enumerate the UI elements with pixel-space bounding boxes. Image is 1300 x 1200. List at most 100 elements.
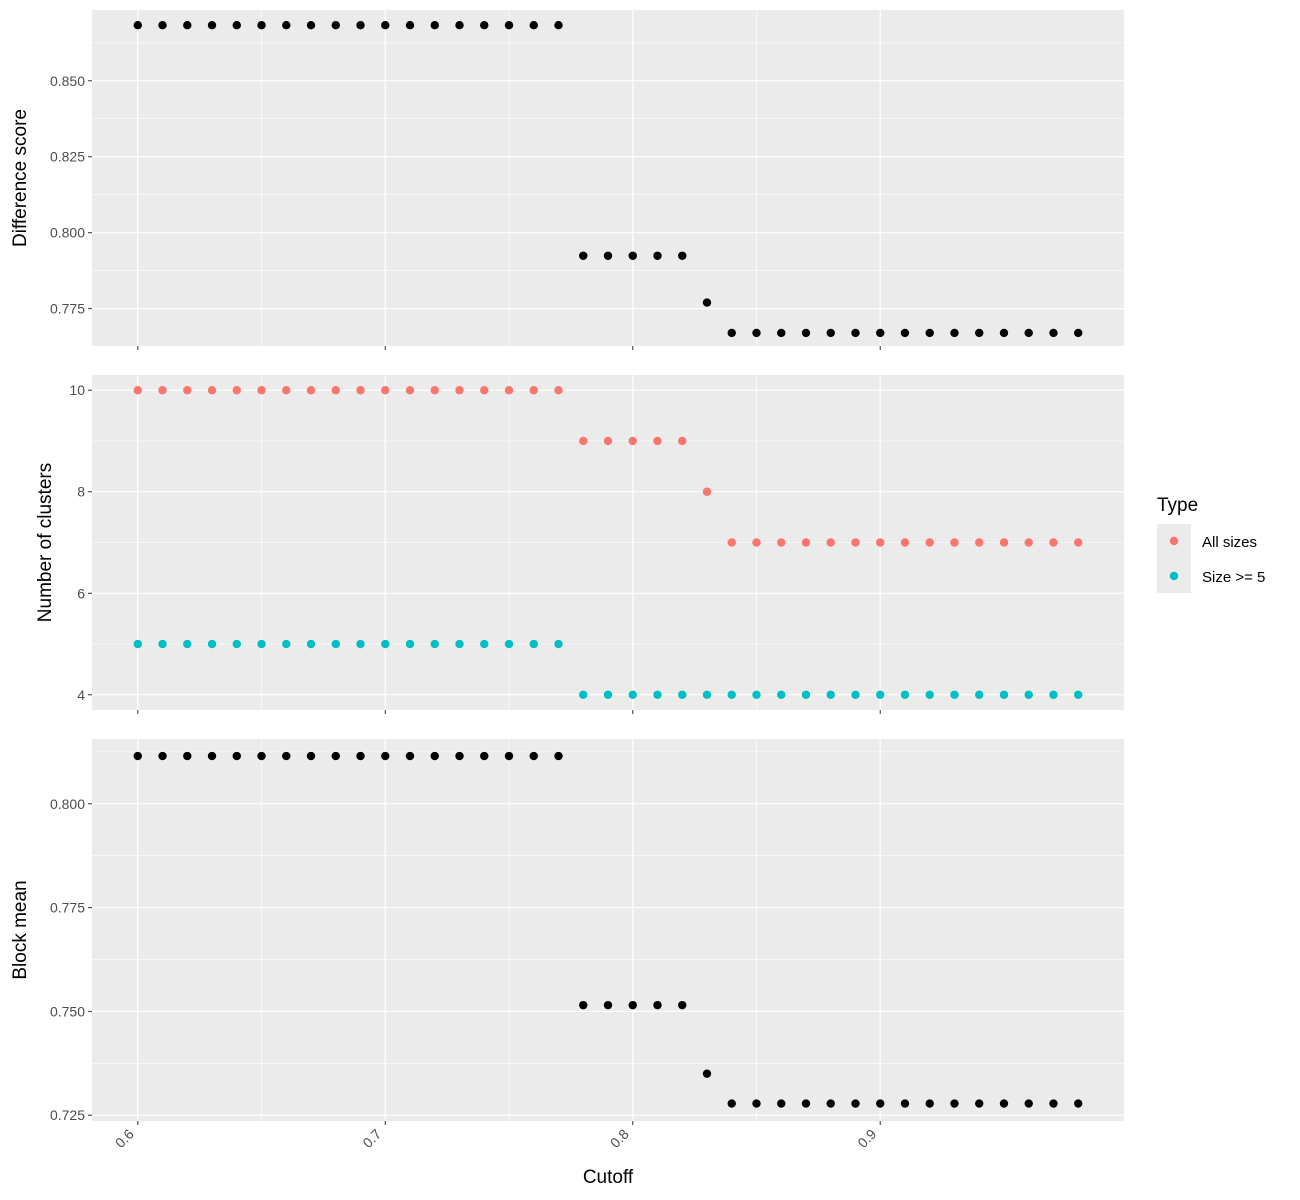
data-point [900, 1099, 910, 1108]
data-point [207, 386, 217, 395]
data-point [133, 20, 142, 30]
data-point [1074, 538, 1083, 547]
data-point [752, 328, 761, 338]
data-point [183, 639, 192, 649]
data-point [306, 639, 316, 649]
data-point [1049, 538, 1058, 547]
data-point [356, 751, 365, 761]
data-point [529, 751, 538, 761]
data-point [430, 751, 439, 761]
data-point [282, 20, 291, 30]
data-point [207, 639, 217, 649]
legend-key-all-sizes [1169, 536, 1179, 546]
data-point [999, 690, 1009, 699]
data-point [999, 538, 1009, 547]
data-point [925, 1099, 934, 1108]
data-point [628, 690, 637, 699]
data-point [801, 690, 811, 699]
data-point [554, 751, 563, 761]
data-point [282, 751, 291, 761]
data-point [628, 251, 637, 260]
data-point [579, 436, 588, 446]
data-point [603, 690, 613, 699]
y-tick-label: 0.800 [50, 225, 85, 241]
data-point [504, 751, 514, 761]
data-point [480, 386, 489, 395]
series-points [133, 751, 1083, 1108]
data-point [455, 20, 464, 30]
data-point [504, 386, 514, 395]
data-point [455, 639, 464, 649]
data-point [133, 386, 142, 395]
data-point [306, 751, 316, 761]
data-point [430, 386, 439, 395]
data-point [133, 639, 142, 649]
data-point [678, 690, 687, 699]
data-point [925, 538, 934, 547]
data-point [876, 1099, 885, 1108]
data-point [702, 690, 712, 699]
data-point [826, 1099, 835, 1108]
data-point [232, 751, 241, 761]
data-point [1049, 328, 1058, 338]
data-point [232, 386, 241, 395]
data-point [356, 386, 365, 395]
data-point [158, 751, 167, 761]
data-point [603, 436, 613, 446]
data-point [900, 690, 910, 699]
data-point [183, 20, 192, 30]
panels: 0.775 0.800 0.825 0.850 Difference score 4 6 8 1… [10, 10, 1124, 1151]
data-point [1024, 690, 1033, 699]
data-point [381, 20, 390, 30]
data-point [975, 690, 984, 699]
data-point [975, 328, 984, 338]
data-point [752, 1099, 761, 1108]
data-point [529, 386, 538, 395]
data-point [752, 538, 761, 547]
y-axis-title: Number of clusters [35, 463, 56, 622]
data-point [925, 328, 934, 338]
data-point [950, 538, 959, 547]
legend-items: All sizes Size >= 5 [1169, 534, 1265, 586]
data-point [702, 1069, 712, 1078]
y-tick-label: 8 [77, 484, 85, 500]
y-axis-title: Difference score [10, 109, 31, 247]
y-tick-label: 10 [69, 382, 85, 398]
panel-background [92, 739, 1124, 1121]
data-point [777, 690, 786, 699]
data-point [232, 20, 241, 30]
data-point [900, 538, 910, 547]
data-point [1024, 1099, 1033, 1108]
data-point [455, 751, 464, 761]
data-point [678, 1000, 687, 1010]
data-point [653, 436, 662, 446]
data-point [282, 386, 291, 395]
data-point [158, 20, 167, 30]
data-point [158, 639, 167, 649]
data-point [381, 639, 390, 649]
y-tick-label: 0.825 [50, 149, 85, 165]
data-point [257, 386, 266, 395]
y-tick-label: 0.725 [50, 1107, 85, 1123]
data-point [727, 538, 736, 547]
data-point [133, 751, 142, 761]
series-all-sizes [133, 386, 1083, 547]
y-tick-label: 0.775 [50, 301, 85, 317]
data-point [801, 538, 811, 547]
data-point [158, 386, 167, 395]
data-point [975, 538, 984, 547]
data-point [925, 690, 934, 699]
data-point [1074, 1099, 1083, 1108]
legend-label-all-sizes: All sizes [1202, 534, 1257, 551]
panel-background [92, 10, 1124, 346]
legend: Type All sizes Size >= 5 [1157, 495, 1265, 593]
panel-number-of-clusters: 4 6 8 10 Number of clusters [35, 375, 1124, 714]
data-point [752, 690, 761, 699]
legend-label-size-5: Size >= 5 [1202, 569, 1265, 586]
data-point [851, 1099, 860, 1108]
data-point [1049, 1099, 1058, 1108]
data-point [579, 690, 588, 699]
data-point [331, 639, 340, 649]
